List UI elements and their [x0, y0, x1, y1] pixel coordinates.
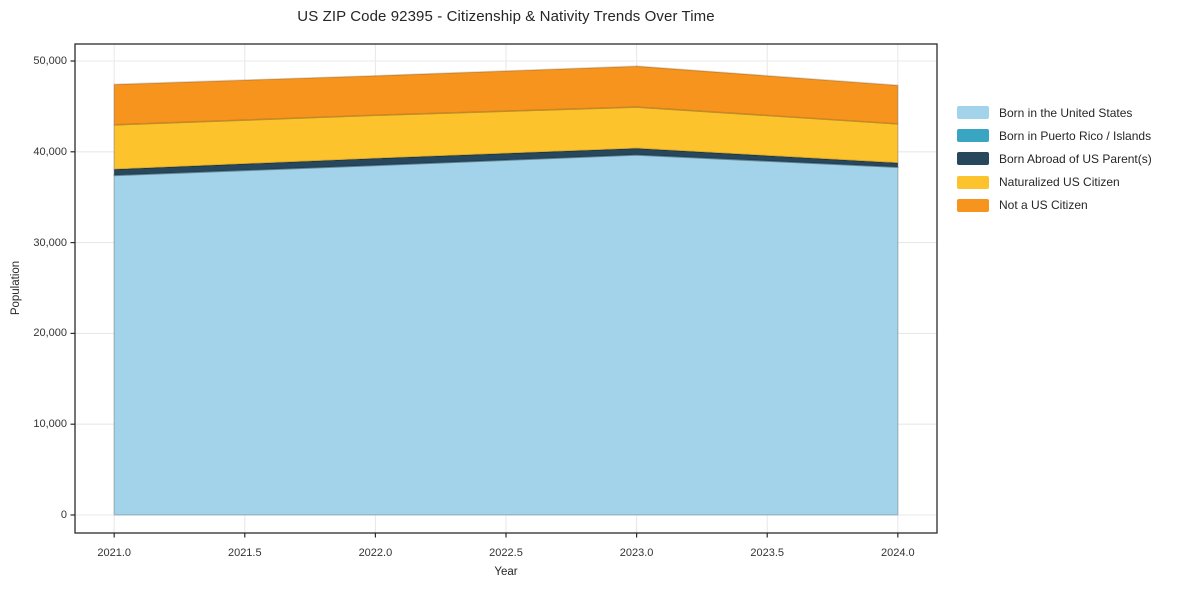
- legend-label: Born in Puerto Rico / Islands: [999, 128, 1152, 143]
- area-naturalized-us-citizen: [113, 106, 899, 171]
- legend-entry-naturalized-us-citizen: Naturalized US Citizen: [957, 171, 1152, 194]
- legend-swatch-icon: [957, 198, 989, 212]
- legend: Born in the United States Born in Puerto …: [957, 101, 1152, 217]
- x-tick-label: 2021.0: [97, 547, 131, 559]
- x-tick-label: 2023.5: [750, 547, 785, 559]
- legend-swatch-icon: [957, 152, 989, 166]
- y-tick-label: 30,000: [33, 236, 67, 249]
- area-not-a-us-citizen: [113, 65, 899, 126]
- legend-entry-not-a-us-citizen: Not a US Citizen: [957, 194, 1152, 217]
- y-axis-title: Population: [10, 260, 22, 316]
- legend-swatch-icon: [957, 106, 989, 120]
- legend-label: Not a US Citizen: [999, 198, 1088, 213]
- legend-swatch-icon: [957, 129, 989, 143]
- x-axis-title: Year: [494, 566, 518, 578]
- y-tick-label: 20,000: [33, 327, 67, 340]
- legend-entry-born-in-the-united-states: Born in the United States: [957, 101, 1152, 124]
- x-tick-label: 2021.5: [227, 547, 262, 559]
- legend-label: Born Abroad of US Parent(s): [999, 151, 1152, 166]
- y-tick-label: 50,000: [33, 54, 67, 67]
- x-tick-label: 2022.0: [358, 547, 393, 559]
- y-tick-label: 0: [60, 509, 67, 521]
- legend-label: Born in the United States: [999, 105, 1133, 120]
- legend-label: Naturalized US Citizen: [999, 175, 1120, 190]
- legend-entry-born-in-puerto-rico-islands: Born in Puerto Rico / Islands: [957, 124, 1152, 147]
- area-born-in-the-united-states: [113, 154, 899, 516]
- x-tick-label: 2024.0: [880, 547, 915, 559]
- y-tick-label: 40,000: [33, 145, 67, 158]
- legend-swatch-icon: [957, 175, 989, 189]
- x-tick-label: 2023.0: [619, 547, 654, 559]
- legend-entry-born-abroad-of-us-parent-s: Born Abroad of US Parent(s): [957, 147, 1152, 170]
- chart-title: US ZIP Code 92395 - Citizenship & Nativi…: [297, 8, 715, 25]
- x-tick-label: 2022.5: [489, 547, 523, 559]
- y-tick-label: 10,000: [33, 418, 67, 431]
